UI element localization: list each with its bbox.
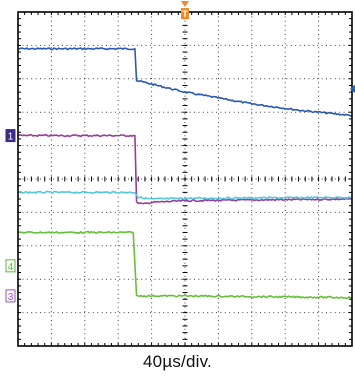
trace-2: [17, 134, 353, 205]
x-axis-label: 40µs/div.: [143, 352, 212, 371]
channel-4-label: 4: [8, 262, 14, 273]
channel-1-marker: [5, 129, 16, 143]
markers: T 1 4 3: [5, 1, 355, 303]
traces: [17, 47, 353, 300]
channel-3-marker: [5, 289, 16, 303]
trace-1: [17, 47, 353, 117]
trigger-marker: [181, 8, 189, 19]
channel-1-label: 1: [8, 132, 14, 143]
reference-level-arrow-icon: [350, 84, 355, 93]
trigger-marker-label: T: [182, 9, 188, 19]
channel-4-marker: [5, 259, 16, 273]
channel-3-label: 3: [8, 292, 14, 303]
trace-3: [17, 190, 353, 200]
trigger-arrow-icon: [181, 1, 189, 7]
trace-4: [17, 230, 353, 300]
